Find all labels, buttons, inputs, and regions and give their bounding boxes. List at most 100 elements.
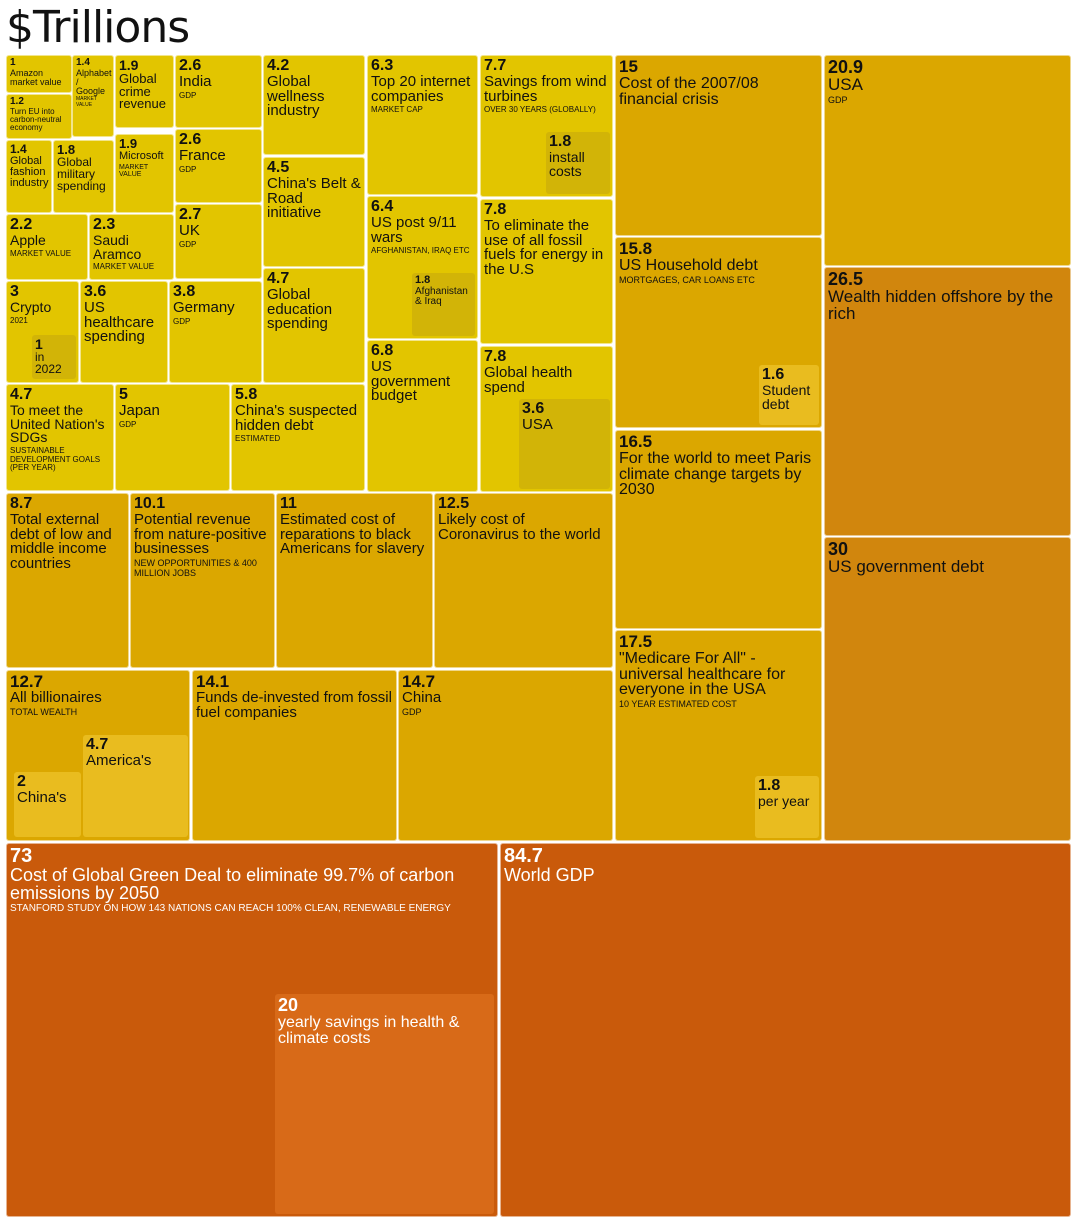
tile-value: 12.7 <box>10 672 44 691</box>
treemap-tile-uk: 2.7 UK GDP <box>175 204 262 279</box>
tile-value: 17.5 <box>619 632 653 651</box>
tile-value: 7.8 <box>484 348 507 365</box>
tile-value: 73 <box>10 845 33 867</box>
tile-label: Global wellness industry <box>267 73 325 120</box>
treemap-tile-wealth-hidden-offshore-by-the-rich: 26.5 Wealth hidden offshore by the rich <box>824 267 1071 536</box>
tile-label: Funds de-invested from fossil fuel compa… <box>196 689 392 721</box>
tile-note: new opportunities & 400 million jobs <box>134 558 257 578</box>
subtile-value: 20 <box>278 995 299 1015</box>
tile-value: 4.5 <box>267 159 290 176</box>
tile-label: Total external debt of low and middle in… <box>10 511 112 573</box>
tile-value: 6.4 <box>371 198 394 215</box>
tile-value: 84.7 <box>504 845 543 867</box>
tile-label: US healthcare spending <box>84 299 155 346</box>
tile-label: World GDP <box>504 865 595 885</box>
treemap-tile-cost-of-the-2007-08-financial-crisis: 15 Cost of the 2007/08 financial crisis <box>615 55 822 236</box>
tile-note: GDP <box>119 419 137 429</box>
treemap-tile-apple: 2.2 Apple market value <box>6 214 88 280</box>
tile-value: 1.9 <box>119 57 139 73</box>
tile-note: total wealth <box>10 706 78 717</box>
tile-label: Alphabet / Google <box>76 68 112 96</box>
tile-label: Cost of the 2007/08 financial crisis <box>619 75 759 108</box>
tile-label: China <box>402 689 442 706</box>
tile-value: 16.5 <box>619 432 653 451</box>
subtile-value: 1.6 <box>762 366 785 383</box>
tile-note: market value <box>93 262 155 272</box>
treemap-subtile-china-s: 2 China's <box>14 772 81 837</box>
subtile-label: Student debt <box>762 382 811 412</box>
tile-value: 5 <box>119 386 128 403</box>
tile-value: 12.5 <box>438 495 470 512</box>
tile-label: Top 20 internet companies <box>371 73 471 105</box>
tile-label: For the world to meet Paris climate chan… <box>619 450 812 499</box>
tile-label: All billionaires <box>10 689 102 706</box>
treemap-tile-usa: 20.9 USA GDP <box>824 55 1071 266</box>
tile-label: To meet the United Nation's SDGs <box>10 402 105 446</box>
tile-label: To eliminate the use of all fossil fuels… <box>484 217 604 279</box>
subtile-value: 1.8 <box>549 133 572 150</box>
tile-note: Afghanistan, Iraq etc <box>371 246 470 256</box>
tile-label: India <box>179 73 212 90</box>
tile-note: 2021 <box>10 315 28 325</box>
tile-label: Global military spending <box>57 155 106 193</box>
tile-label: Global crime revenue <box>119 71 166 112</box>
tile-note: sustainable development goals (per year) <box>10 446 101 472</box>
subtile-label: USA <box>522 416 553 433</box>
treemap-tile-estimated-cost-of-reparations-to-black-a: 11 Estimated cost of reparations to black… <box>276 493 433 668</box>
treemap-tile-potential-revenue-from-nature-positive-b: 10.1 Potential revenue from nature-positi… <box>130 493 275 668</box>
treemap-tile-japan: 5 Japan GDP <box>115 384 230 491</box>
treemap-tile-china-s-suspected-hidden-debt: 5.8 China's suspected hidden debt estimate… <box>231 384 365 491</box>
tile-value: 2.6 <box>179 57 202 74</box>
treemap-subtile-install-costs: 1.8 install costs <box>546 132 610 194</box>
tile-value: 1 <box>10 57 16 68</box>
subtile-value: 1.8 <box>415 274 431 286</box>
treemap-tile-us-government-budget: 6.8 US government budget <box>367 340 478 492</box>
subtile-label: America's <box>86 752 152 769</box>
tile-value: 15 <box>619 57 638 76</box>
subtile-value: 1.8 <box>758 777 781 794</box>
treemap-tile-to-meet-the-united-nation-s-sdgs: 4.7 To meet the United Nation's SDGs susta… <box>6 384 114 491</box>
treemap-tile-global-fashion-industry: 1.4 Global fashion industry <box>6 140 52 213</box>
tile-label: China's Belt & Road initiative <box>267 175 361 222</box>
tile-note: market value <box>76 96 97 108</box>
page-title: $Trillions <box>6 2 190 53</box>
treemap-tile-savings-from-wind-turbines: 7.7 Savings from wind turbines over 30 yea… <box>480 55 613 197</box>
treemap-tile-china-s-belt-road-initiative: 4.5 China's Belt & Road initiative <box>263 157 365 267</box>
tile-note: estimated <box>235 434 281 444</box>
tile-label: France <box>179 147 226 164</box>
tile-value: 6.8 <box>371 342 394 359</box>
tile-label: Turn EU into carbon-neutral economy <box>10 107 62 132</box>
tile-value: 2.3 <box>93 216 116 233</box>
tile-note: 10 year estimated cost <box>619 699 737 710</box>
treemap-subtile-usa: 3.6 USA <box>519 399 610 489</box>
tile-value: 2.7 <box>179 206 202 223</box>
tile-value: 4.2 <box>267 57 290 74</box>
tile-label: Japan <box>119 402 160 419</box>
tile-label: Apple <box>10 232 46 248</box>
tile-value: 1.4 <box>76 57 90 68</box>
tile-note: GDP <box>402 706 422 717</box>
tile-value: 8.7 <box>10 495 33 512</box>
tile-note: over 30 years (globally) <box>484 105 596 115</box>
tile-note: market cap <box>371 105 423 115</box>
tile-label: Savings from wind turbines <box>484 73 607 105</box>
tile-label: "Medicare For All" - universal healthcar… <box>619 650 786 699</box>
treemap-tile-world-gdp: 84.7 World GDP <box>500 843 1071 1217</box>
treemap-tile-global-health-spend: 7.8 Global health spend <box>480 346 613 492</box>
subtile-label: China's <box>17 789 67 806</box>
tile-label: Global fashion industry <box>10 155 49 189</box>
tile-label: Global health spend <box>484 364 573 396</box>
treemap-tile-us-post-9-11-wars: 6.4 US post 9/11 wars Afghanistan, Iraq et… <box>367 196 478 339</box>
tile-value: 1.4 <box>10 142 27 156</box>
treemap-tile-for-the-world-to-meet-paris-climate-chan: 16.5 For the world to meet Paris climate … <box>615 430 822 629</box>
tile-value: 3.6 <box>84 283 107 300</box>
tile-label: Cost of Global Green Deal to eliminate 9… <box>10 865 455 903</box>
tile-label: Global education spending <box>267 286 333 333</box>
treemap-tile-amazon-market-value: 1 Amazon market value <box>6 55 72 93</box>
treemap-tile-global-military-spending: 1.8 Global military spending <box>53 140 114 213</box>
treemap-tile-to-eliminate-the-use-of-all-fossil-fuels: 7.8 To eliminate the use of all fossil fu… <box>480 199 613 344</box>
tile-value: 20.9 <box>828 57 864 77</box>
subtile-value: 4.7 <box>86 736 109 753</box>
tile-label: Germany <box>173 299 235 316</box>
